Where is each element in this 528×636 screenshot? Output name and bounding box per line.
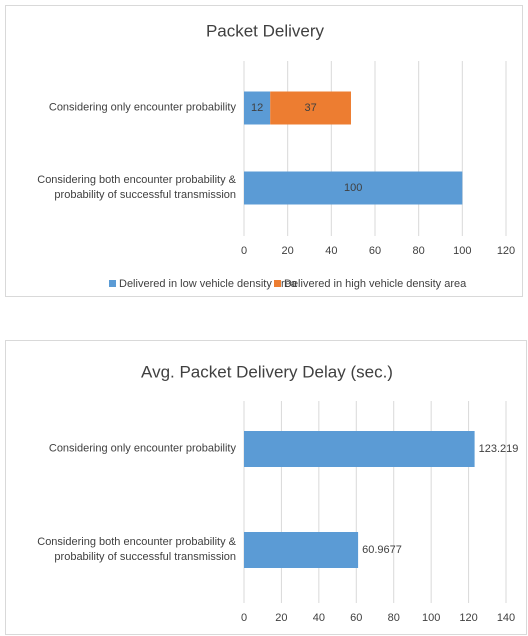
chart-title: Packet Delivery [206,21,325,40]
x-tick-label: 120 [459,612,477,624]
category-label: Considering only encounter probability [48,101,236,114]
x-tick-label: 60 [369,245,381,257]
value-label: 123.219 [479,443,519,455]
x-tick-label: 20 [282,245,294,257]
chart-panel: Avg. Packet Delivery Delay (sec.) 0 20 40 60… [5,340,527,635]
value-label: 37 [304,102,316,114]
chart: Avg. Packet Delivery Delay (sec.) 0 20 40 60… [141,362,519,624]
bar [244,91,271,125]
x-tick-label: 20 [275,612,287,624]
x-tick-label: 40 [313,612,325,624]
legend-swatch [109,280,116,287]
value-label: 100 [344,182,362,194]
x-tick-label: 100 [422,612,440,624]
value-label: 12 [251,102,263,114]
bar [244,171,463,205]
x-tick-label: 100 [453,245,471,257]
x-tick-label: 120 [497,245,515,257]
legend-label: Delivered in high vehicle density area [284,278,467,290]
chart-title: Avg. Packet Delivery Delay (sec.) [141,362,393,381]
bar [270,91,351,125]
legend-swatch [274,280,281,287]
x-tick-label: 80 [388,612,400,624]
x-tick-label: 0 [241,245,247,257]
value-label: 60.9677 [362,544,402,556]
x-tick-label: 80 [413,245,425,257]
x-tick-label: 140 [497,612,515,624]
x-tick-label: 0 [241,612,247,624]
bar [244,431,475,467]
category-label: Considering both encounter probability &… [37,174,236,201]
chart: Packet Delivery 0 20 40 60 80 100 120 12 100 37 Del… [109,21,515,290]
x-tick-label: 40 [325,245,337,257]
x-tick-label: 60 [350,612,362,624]
legend-label: Delivered in low vehicle density area [119,278,298,290]
chart-panel: Packet Delivery 0 20 40 60 80 100 120 12 100 37 Del… [5,5,523,297]
category-label: Considering only encounter probability [48,442,236,455]
bar [244,532,359,568]
category-label: Considering both encounter probability &… [37,536,236,563]
